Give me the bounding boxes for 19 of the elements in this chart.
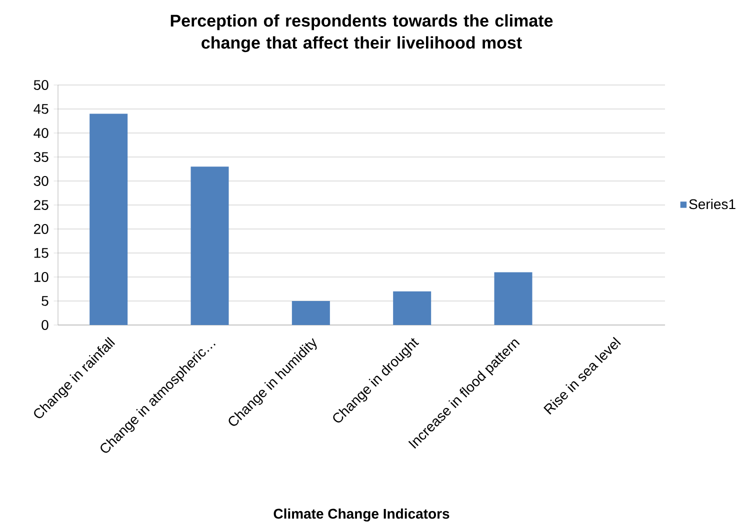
- y-tick-label: 25: [34, 200, 48, 210]
- bar: [190, 166, 229, 325]
- y-tick-label: 50: [34, 80, 48, 90]
- y-tick-label: 40: [34, 128, 48, 138]
- y-tick-label: 45: [34, 104, 48, 114]
- y-tick-label: 20: [34, 224, 48, 234]
- y-tick-label: 30: [34, 176, 48, 186]
- x-axis-title: Climate Change Indicators: [274, 508, 450, 522]
- y-tick-label: 0: [42, 320, 48, 330]
- bar: [292, 301, 330, 325]
- y-tick-label: 10: [34, 272, 48, 282]
- y-tick-label: 5: [42, 296, 48, 306]
- y-tick-label: 15: [34, 248, 48, 258]
- bar: [393, 291, 432, 325]
- legend-label: Series1: [689, 198, 736, 210]
- chart-title: Perception of respondents towards the climate change that affect their livelihood most: [170, 14, 553, 52]
- y-tick-label: 35: [34, 152, 48, 162]
- bar: [494, 272, 532, 325]
- bar: [90, 114, 128, 325]
